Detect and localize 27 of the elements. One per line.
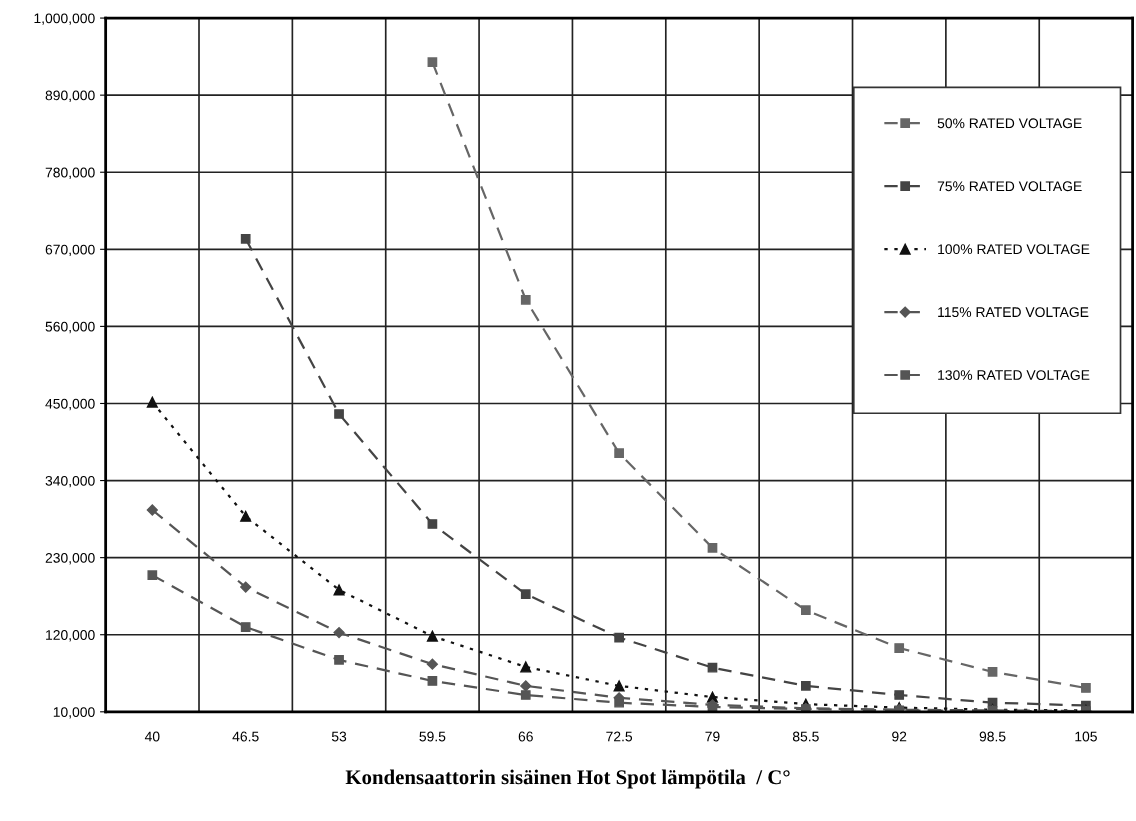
y-tick-label: 230,000 [45, 552, 95, 565]
x-tick-label: 98.5 [979, 731, 1006, 742]
x-tick-label: 59.5 [419, 731, 446, 742]
y-tick-label: 120,000 [46, 630, 95, 642]
x-tick-label: 46.5 [232, 731, 259, 742]
x-tick-label: 79 [705, 731, 720, 742]
x-tick-label: 72.5 [606, 731, 633, 742]
legend-label: 50% RATED VOLTAGE [937, 118, 1082, 129]
x-tick-label: 40 [144, 731, 160, 742]
y-tick-label: 560,000 [45, 321, 95, 334]
y-tick-label: 780,000 [45, 167, 95, 180]
x-tick-label: 66 [518, 731, 533, 742]
x-tick-label: 53 [331, 731, 347, 742]
y-tick-label: 670,000 [45, 244, 95, 257]
y-tick-label: 340,000 [45, 475, 95, 488]
x-tick-label: 105 [1075, 731, 1097, 742]
y-tick-label: 890,000 [45, 90, 95, 102]
y-tick-label: 1,000,000 [34, 13, 95, 25]
y-tick-label: 450,000 [45, 398, 95, 411]
legend-label: 115% RATED VOLTAGE [938, 307, 1089, 318]
legend-label: 75% RATED VOLTAGE [937, 181, 1082, 192]
x-axis-title: Kondensaattorin sisäinen Hot Spot lämpötila / C° [345, 769, 790, 789]
legend-label: 100% RATED VOLTAGE [938, 244, 1090, 255]
y-tick-label: 10,000 [53, 707, 95, 719]
x-tick-label: 92 [892, 731, 907, 742]
x-tick-label: 85.5 [792, 731, 819, 742]
legend-label: 130% RATED VOLTAGE [938, 370, 1090, 380]
